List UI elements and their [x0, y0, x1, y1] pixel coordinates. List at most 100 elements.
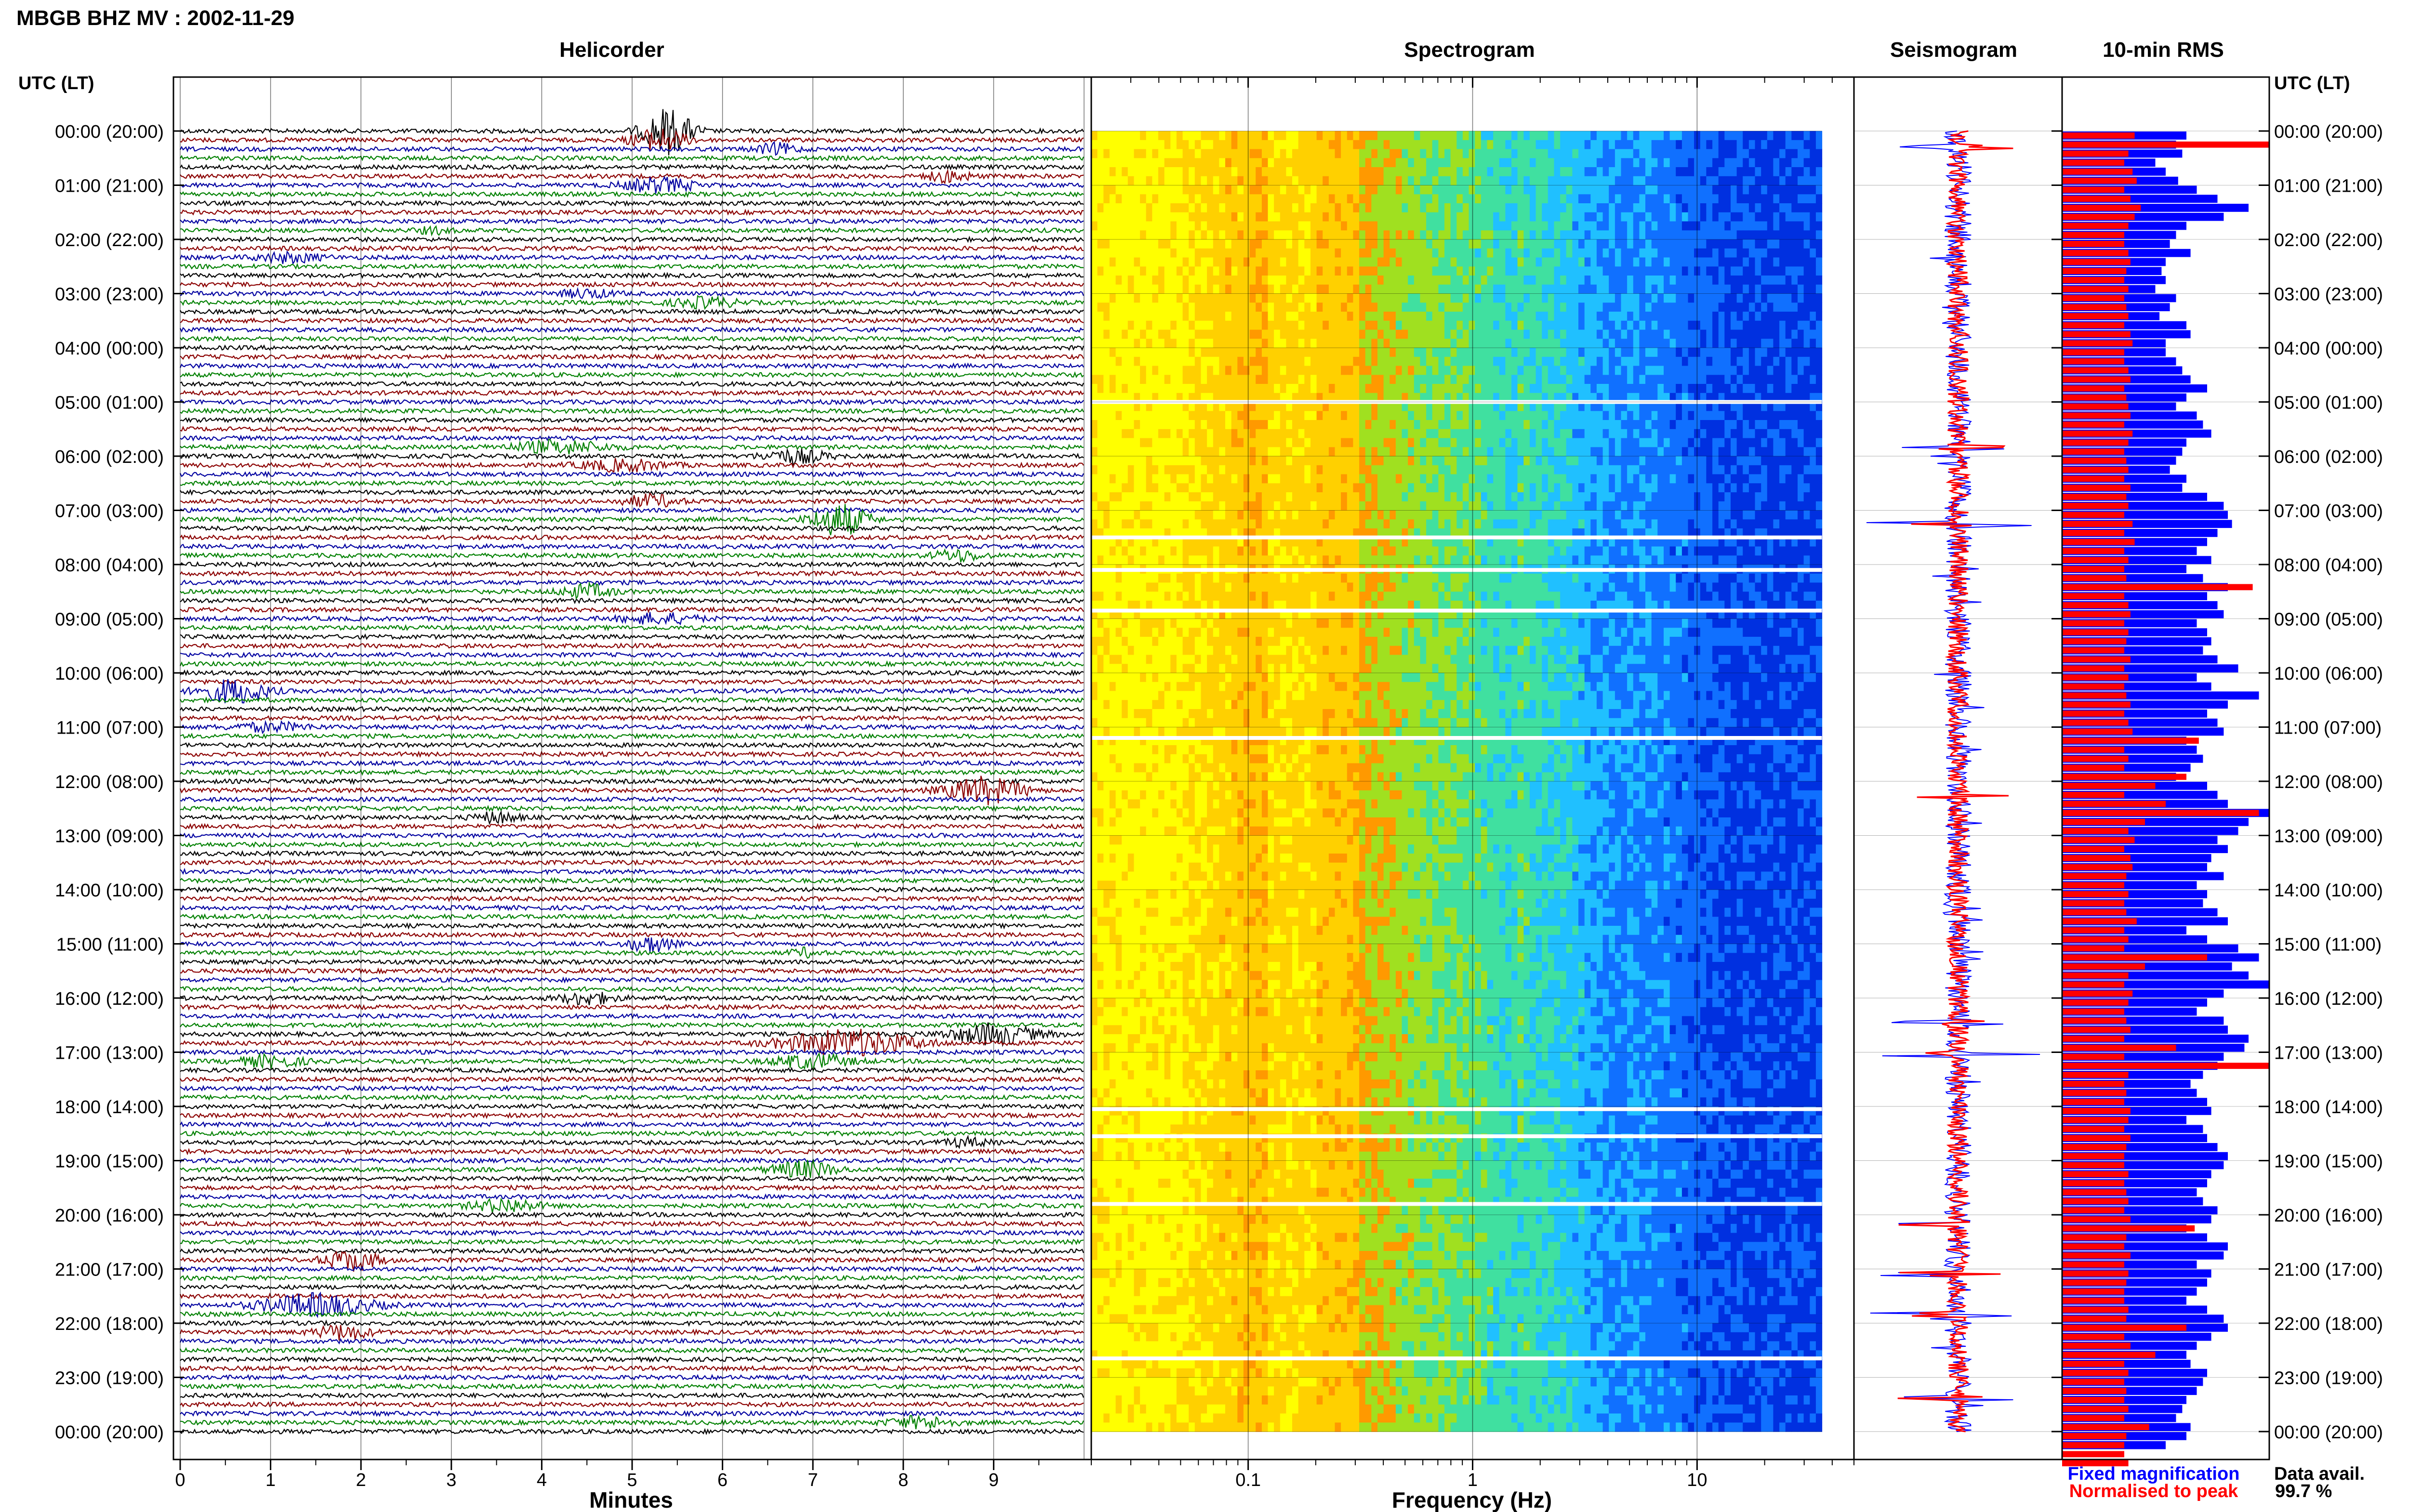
spectrogram-cell	[1316, 339, 1323, 348]
spectrogram-cell	[1146, 356, 1152, 367]
spectrogram-cell	[1225, 366, 1232, 375]
spectrogram-cell	[1755, 302, 1761, 312]
spectrogram-cell	[1268, 257, 1274, 267]
spectrogram-cell	[1572, 185, 1579, 195]
spectrogram-cell	[1359, 257, 1366, 267]
spectrogram-cell	[1481, 339, 1487, 348]
spectrogram-cell	[1359, 474, 1366, 484]
spectrogram-cell	[1249, 402, 1256, 411]
spectrogram-cell	[1170, 312, 1177, 321]
spectrogram-cell	[1280, 293, 1286, 303]
spectrogram-cell	[1681, 411, 1689, 421]
spectrogram-cell	[1554, 266, 1561, 276]
spectrogram-cell	[1134, 257, 1140, 267]
spectrogram-cell	[1383, 302, 1390, 312]
spectrogram-cell	[1194, 348, 1201, 357]
spectrogram-cell	[1651, 158, 1658, 168]
spectrogram-cell	[1097, 329, 1104, 339]
spectrogram-cell	[1773, 384, 1780, 394]
spectrogram-cell	[1481, 221, 1487, 231]
spectrogram-cell	[1310, 447, 1317, 457]
spectrogram-cell	[1761, 384, 1768, 394]
spectrogram-cell	[1438, 302, 1445, 312]
spectrogram-cell	[1584, 140, 1591, 150]
spectrogram-cell	[1803, 348, 1810, 357]
spectrogram-cell	[1328, 420, 1336, 430]
spectrogram-cell	[1243, 158, 1250, 168]
spectrogram-cell	[1529, 167, 1536, 177]
spectrogram-cell	[1798, 140, 1804, 150]
spectrogram-cell	[1127, 384, 1134, 394]
spectrogram-cell	[1712, 339, 1719, 348]
spectrogram-cell	[1219, 284, 1226, 294]
spectrogram-cell	[1517, 257, 1524, 267]
spectrogram-cell	[1529, 384, 1536, 394]
spectrogram-cell	[1359, 158, 1366, 168]
spectrogram-cell	[1456, 420, 1463, 430]
spectrogram-cell	[1681, 203, 1689, 213]
spectrogram-cell	[1091, 302, 1098, 312]
spectrogram-cell	[1493, 239, 1500, 249]
spectrogram-cell	[1402, 230, 1408, 240]
spectrogram-cell	[1353, 320, 1360, 330]
spectrogram-cell	[1097, 284, 1104, 294]
spectrogram-cell	[1669, 194, 1676, 204]
spectrogram-cell	[1469, 393, 1475, 403]
spectrogram-cell	[1408, 194, 1415, 204]
spectrogram-cell	[1170, 185, 1177, 195]
spectrogram-cell	[1621, 293, 1628, 303]
spectrogram-cell	[1523, 420, 1530, 430]
spectrogram-cell	[1201, 456, 1207, 466]
spectrogram-cell	[1657, 438, 1664, 447]
spectrogram-cell	[1554, 356, 1561, 367]
spectrogram-cell	[1700, 203, 1707, 213]
spectrogram-cell	[1109, 411, 1116, 421]
spectrogram-cell	[1676, 140, 1682, 150]
spectrogram-cell	[1097, 276, 1104, 285]
spectrogram-cell	[1798, 131, 1804, 141]
spectrogram-cell	[1152, 284, 1159, 294]
spectrogram-cell	[1237, 149, 1244, 158]
spectrogram-cell	[1231, 239, 1238, 249]
spectrogram-cell	[1109, 266, 1116, 276]
spectrogram-cell	[1127, 429, 1134, 439]
spectrogram-cell	[1383, 312, 1390, 321]
spectrogram-cell	[1469, 140, 1475, 150]
spectrogram-cell	[1590, 158, 1597, 168]
spectrogram-cell	[1676, 149, 1682, 158]
spectrogram-cell	[1109, 420, 1116, 430]
spectrogram-cell	[1761, 393, 1768, 403]
spectrogram-cell	[1542, 239, 1549, 249]
spectrogram-cell	[1798, 302, 1804, 312]
spectrogram-cell	[1219, 329, 1226, 339]
spectrogram-cell	[1596, 203, 1603, 213]
spectrogram-cell	[1347, 257, 1353, 267]
spectrogram-cell	[1420, 131, 1427, 141]
spectrogram-cell	[1310, 411, 1317, 421]
spectrogram-cell	[1627, 230, 1634, 240]
spectrogram-cell	[1341, 339, 1348, 348]
spectrogram-cell	[1134, 438, 1140, 447]
spectrogram-cell	[1182, 194, 1189, 204]
spectrogram-cell	[1688, 320, 1694, 330]
spectrogram-cell	[1091, 348, 1098, 357]
spectrogram-cell	[1420, 176, 1427, 186]
spectrogram-cell	[1091, 320, 1098, 330]
spectrogram-cell	[1493, 402, 1500, 411]
spectrogram-cell	[1189, 131, 1195, 141]
spectrogram-cell	[1499, 402, 1506, 411]
spectrogram-cell	[1377, 158, 1384, 168]
spectrogram-cell	[1170, 366, 1177, 375]
spectrogram-cell	[1657, 375, 1664, 384]
spectrogram-cell	[1767, 276, 1774, 285]
spectrogram-cell	[1438, 257, 1445, 267]
spectrogram-cell	[1280, 384, 1286, 394]
spectrogram-cell	[1426, 411, 1433, 421]
spectrogram-cell	[1584, 384, 1591, 394]
spectrogram-cell	[1566, 438, 1573, 447]
spectrogram-cell	[1097, 257, 1104, 267]
spectrogram-cell	[1523, 266, 1530, 276]
spectrogram-cell	[1688, 266, 1694, 276]
spectrogram-cell	[1426, 257, 1433, 267]
